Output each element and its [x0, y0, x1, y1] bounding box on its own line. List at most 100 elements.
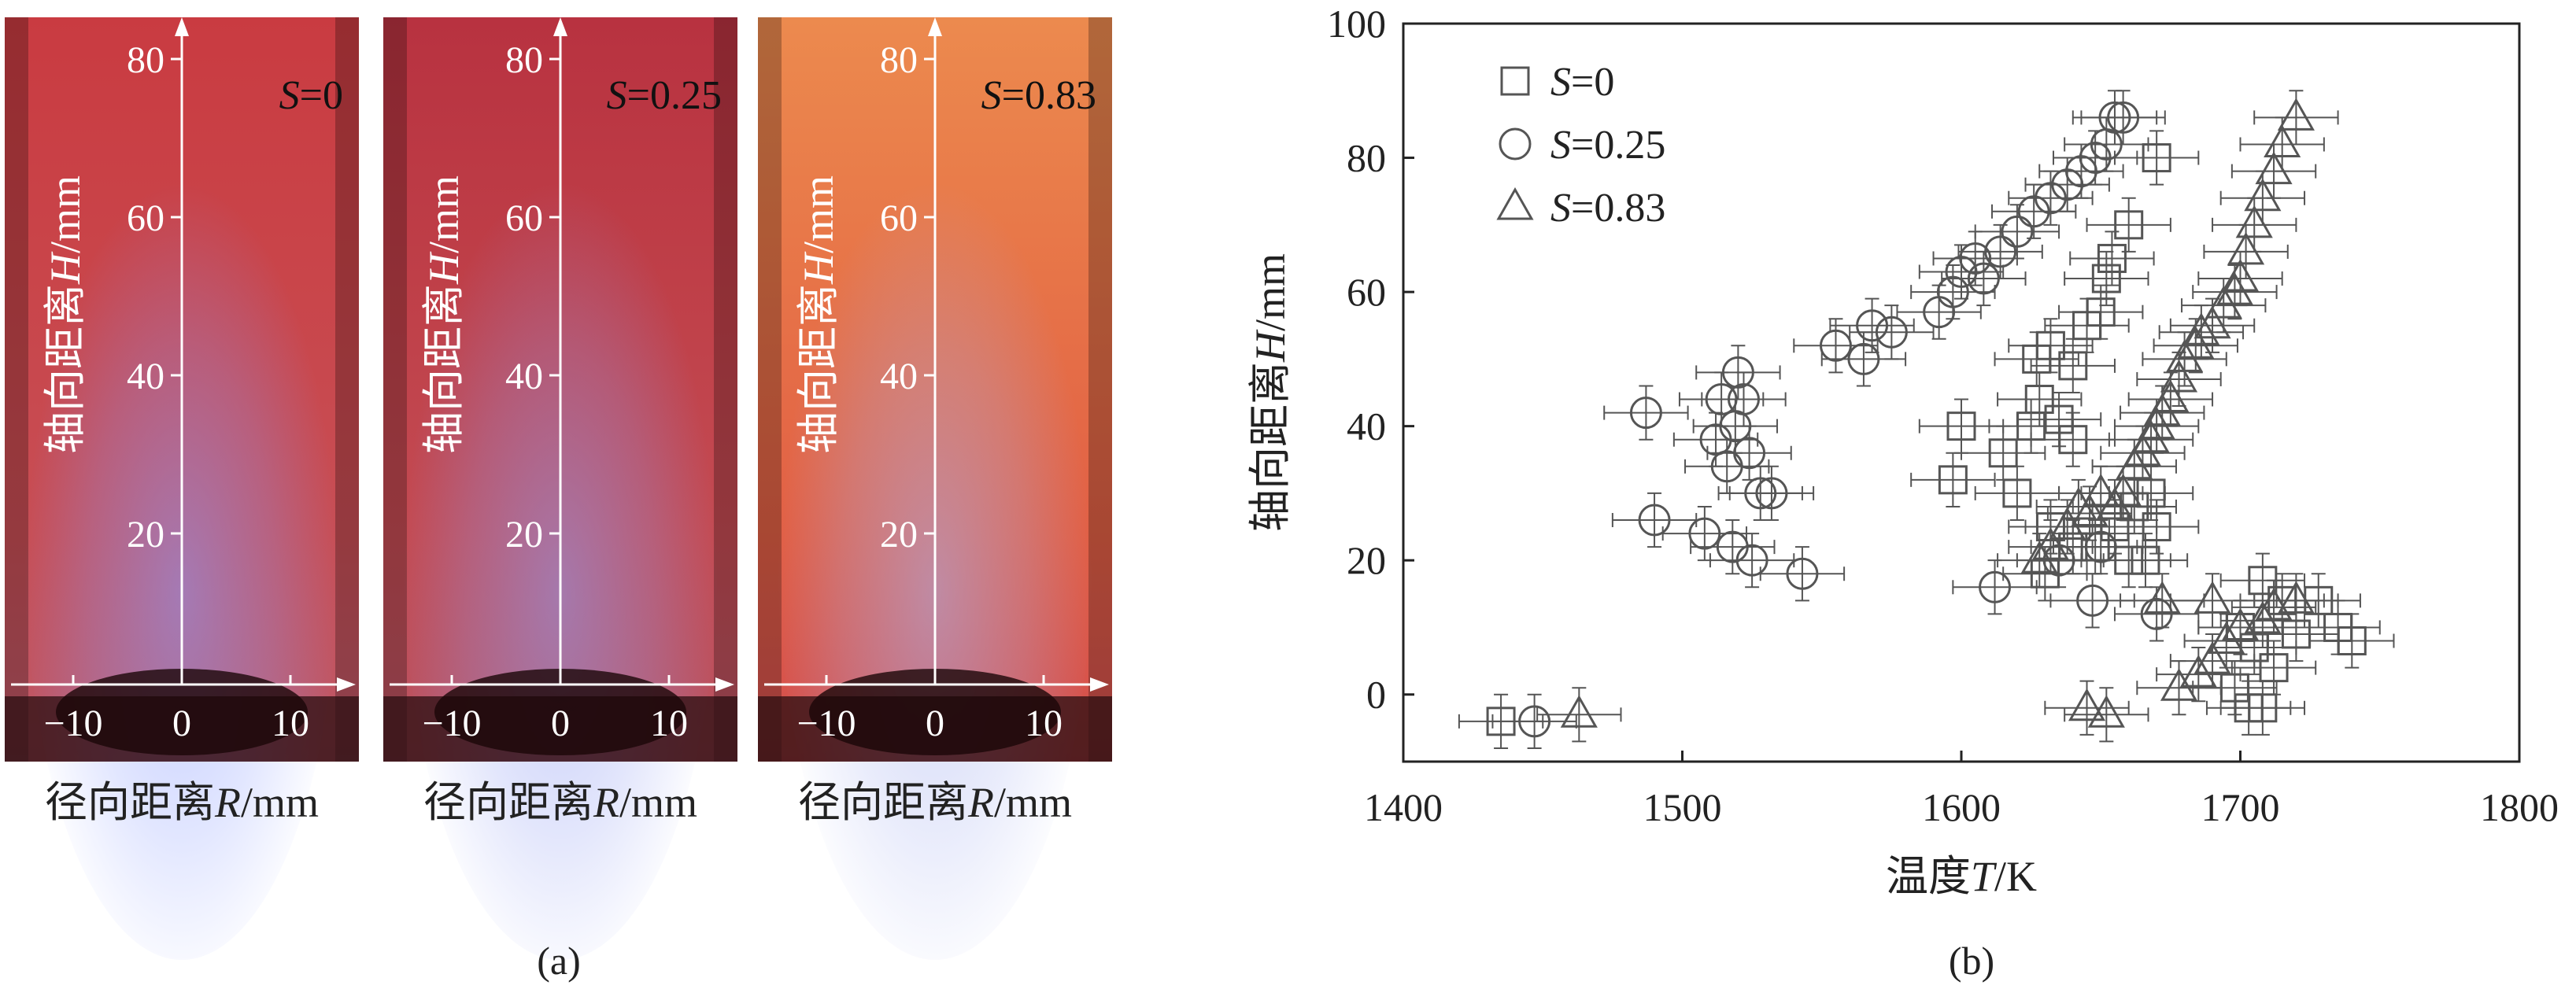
error-bar — [1974, 204, 2060, 260]
data-point-square — [2002, 478, 2032, 508]
data-point-circle — [2107, 101, 2140, 134]
error-bar — [2113, 586, 2200, 642]
legend-marker-square — [1500, 66, 1530, 96]
panel-b-caption: (b) — [1949, 939, 1994, 983]
data-point-square — [2142, 143, 2171, 173]
data-point-triangle — [2221, 258, 2260, 292]
x-axis-ticks: 1400 1500 1600 1700 1800 — [1364, 751, 2559, 829]
error-bar — [2153, 318, 2238, 374]
data-point-square — [2091, 264, 2121, 293]
photo-y-tick-label: 20 — [505, 514, 543, 555]
chart-legend: S=0 S=0.25 S=0.83 — [1496, 60, 1665, 231]
x-axis-label: 温度T/K — [1886, 853, 2037, 900]
vertical-axis-arrow — [553, 17, 567, 36]
x-tick-label: 1500 — [1643, 785, 1722, 829]
photo-x-tick-label: 0 — [551, 703, 570, 744]
vertical-axis-arrow — [928, 17, 942, 36]
photo-y-tick-label: 80 — [880, 39, 918, 81]
data-point-triangle — [2264, 124, 2301, 157]
data-point-square — [1946, 411, 1976, 441]
data-point-triangle — [2182, 312, 2220, 345]
data-point-circle — [1629, 397, 1662, 430]
data-point-square — [2086, 297, 2116, 327]
photo-y-tick-label: 60 — [505, 197, 543, 239]
series-2-circle — [1491, 90, 2200, 749]
error-bar — [2064, 116, 2149, 172]
error-bar — [1728, 465, 1815, 522]
legend-label: S=0 — [1550, 60, 1614, 105]
data-point-triangle — [2221, 607, 2260, 640]
error-bar — [2219, 680, 2306, 736]
data-point-square — [2058, 351, 2088, 381]
photo-x-tick-label: 10 — [272, 703, 309, 744]
data-point-circle — [1959, 242, 1992, 275]
horizontal-axis-arrow — [337, 677, 356, 692]
photo-edge-shadow — [758, 17, 782, 762]
photo-x-tick-label: −10 — [422, 703, 481, 744]
y-tick-label: 100 — [1327, 2, 1386, 46]
swirl-number-label: S=0 — [279, 73, 343, 118]
data-point-triangle — [2193, 641, 2231, 674]
legend-marker-circle — [1499, 127, 1532, 161]
error-bar — [2080, 90, 2166, 146]
data-point-circle — [1819, 329, 1852, 362]
y-tick-label: 20 — [1347, 538, 1386, 582]
data-point-triangle — [2277, 581, 2315, 614]
photo-y-tick-label: 60 — [880, 197, 918, 239]
data-point-square — [2114, 210, 2144, 240]
data-point-circle — [1638, 504, 1671, 537]
vertical-axis-arrow — [175, 17, 189, 36]
data-point-square — [2248, 693, 2278, 723]
burner-nozzle — [56, 669, 308, 755]
data-point-circle — [1786, 557, 1819, 590]
photo-x-tick-label: −10 — [43, 703, 102, 744]
burner-nozzle — [434, 669, 686, 755]
data-point-circle — [2034, 182, 2067, 215]
data-point-triangle — [2087, 695, 2125, 728]
error-bar — [1701, 371, 1787, 427]
horizontal-axis-arrow — [1090, 677, 1109, 692]
photo-x-tick-label: −10 — [796, 703, 856, 744]
photo-x-axis-label: 径向距离R/mm — [45, 779, 319, 826]
data-point-triangle — [2082, 473, 2120, 507]
data-point-triangle — [2277, 98, 2315, 131]
photo-edge-shadow — [714, 17, 737, 762]
burner-nozzle — [809, 669, 1061, 755]
data-point-triangle — [2071, 493, 2108, 526]
data-point-triangle — [2193, 305, 2231, 339]
x-tick-label: 1400 — [1364, 785, 1443, 829]
error-bar — [2024, 499, 2110, 555]
error-bar — [2086, 197, 2171, 253]
error-bar — [1829, 297, 1915, 353]
y-axis-label: 轴向距离H/mm — [1247, 253, 1294, 532]
flame-photo-1: 80 60 40 20 −10 0 10 S=0 轴向距离H/mm — [5, 17, 359, 960]
data-point-circle — [1755, 477, 1788, 510]
data-point-circle — [2076, 584, 2109, 617]
data-point-square — [2259, 653, 2289, 683]
error-bar — [2052, 130, 2138, 186]
y-axis-ticks: 0 20 40 60 80 100 — [1327, 2, 1414, 717]
horizontal-axis-arrow — [715, 677, 734, 692]
error-bar — [1611, 492, 1698, 548]
x-tick-label: 1800 — [2480, 785, 2559, 829]
error-bar — [2044, 680, 2130, 736]
photo-edge-shadow — [383, 17, 407, 762]
data-point-circle — [1727, 383, 1760, 416]
photo-y-tick-label: 40 — [127, 356, 164, 397]
photo-x-tick-label: 0 — [926, 703, 944, 744]
data-point-square — [2097, 243, 2127, 273]
x-tick-label: 1600 — [1922, 785, 2001, 829]
panel-a-photographs: 80 60 40 20 −10 0 10 S=0 轴向距离H/mm 径向距离R/mm 80 60 40 2… — [5, 17, 1112, 960]
data-point-circle — [1688, 517, 1721, 550]
photo-y-tick-label: 20 — [880, 514, 918, 555]
error-bar — [1849, 304, 1935, 360]
photo-y-tick-label: 80 — [505, 39, 543, 81]
error-bar — [2203, 223, 2289, 280]
chart-markers — [1458, 90, 2395, 749]
series-3-triangle — [1536, 90, 2339, 743]
error-bar — [1603, 385, 1689, 441]
photo-x-tick-label: 10 — [1025, 703, 1063, 744]
data-point-circle — [1984, 235, 2017, 268]
photo-edge-shadow — [1088, 17, 1112, 762]
